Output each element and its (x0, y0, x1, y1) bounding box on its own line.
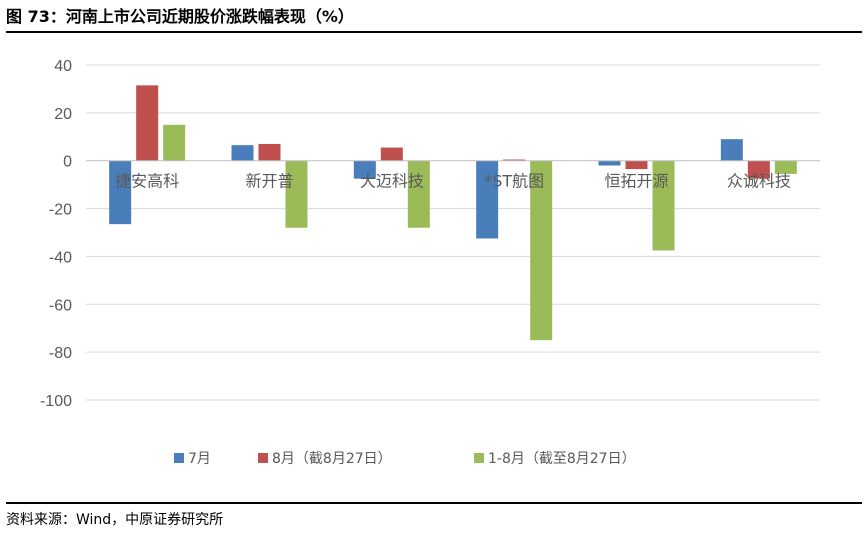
y-tick-label: -20 (49, 202, 72, 219)
category-labels: 捷安高科 新开普 大迈科技 *ST航图 恒拓开源 众诚科技 (115, 172, 791, 191)
y-axis-ticks: 40 20 0 -20 -40 -60 -80 -100 (40, 58, 72, 410)
bar-series-3 (774, 160, 797, 174)
y-tick-label: 40 (54, 58, 72, 75)
category-label: 恒拓开源 (604, 172, 668, 191)
bar-series-1 (109, 160, 132, 225)
category-label: 捷安高科 (115, 172, 179, 191)
y-tick-label: 0 (63, 154, 72, 171)
y-tick-label: -80 (49, 345, 72, 362)
source-note: 资料来源：Wind，中原证券研究所 (6, 512, 224, 528)
category-label: 新开普 (245, 172, 293, 191)
bar-series-1 (598, 160, 621, 166)
legend-label: 7月 (188, 451, 211, 467)
legend-label: 1-8月（截至8月27日） (488, 451, 636, 467)
legend-swatch (258, 453, 268, 463)
bar-series-2 (747, 160, 770, 179)
bar-series-2 (625, 160, 648, 170)
top-rule (6, 31, 862, 33)
category-label: *ST航图 (484, 172, 544, 191)
bar-series-2 (380, 147, 403, 161)
legend-label: 8月（截8月27日） (272, 451, 392, 467)
bar-chart: 40 20 0 -20 -40 -60 -80 -100 捷安高科 新开普 大迈科技 *ST航图 恒拓… (40, 58, 820, 467)
bar-series-2 (136, 85, 159, 161)
bar-series-3 (407, 160, 430, 228)
y-tick-label: -100 (40, 393, 72, 410)
bars (109, 85, 797, 341)
legend-swatch (474, 453, 484, 463)
legend-swatch (174, 453, 184, 463)
bar-series-1 (231, 145, 254, 161)
bar-series-3 (530, 160, 553, 341)
bar-series-1 (720, 139, 743, 161)
gridlines (86, 64, 820, 401)
y-tick-label: -40 (49, 249, 72, 266)
y-tick-label: -60 (49, 297, 72, 314)
bar-series-2 (258, 143, 281, 161)
y-tick-label: 20 (54, 106, 72, 123)
category-label: 大迈科技 (360, 172, 424, 191)
bar-series-1 (353, 160, 376, 179)
bar-series-3 (163, 124, 186, 161)
bar-series-3 (652, 160, 675, 251)
legend: 7月 8月（截8月27日） 1-8月（截至8月27日） (174, 451, 636, 467)
bar-series-3 (285, 160, 308, 228)
bottom-rule (6, 502, 862, 504)
bar-series-1 (476, 160, 499, 239)
category-label: 众诚科技 (727, 172, 791, 191)
figure-title: 图 73：河南上市公司近期股价涨跌幅表现（%） (6, 7, 354, 26)
bar-series-2 (503, 159, 526, 161)
